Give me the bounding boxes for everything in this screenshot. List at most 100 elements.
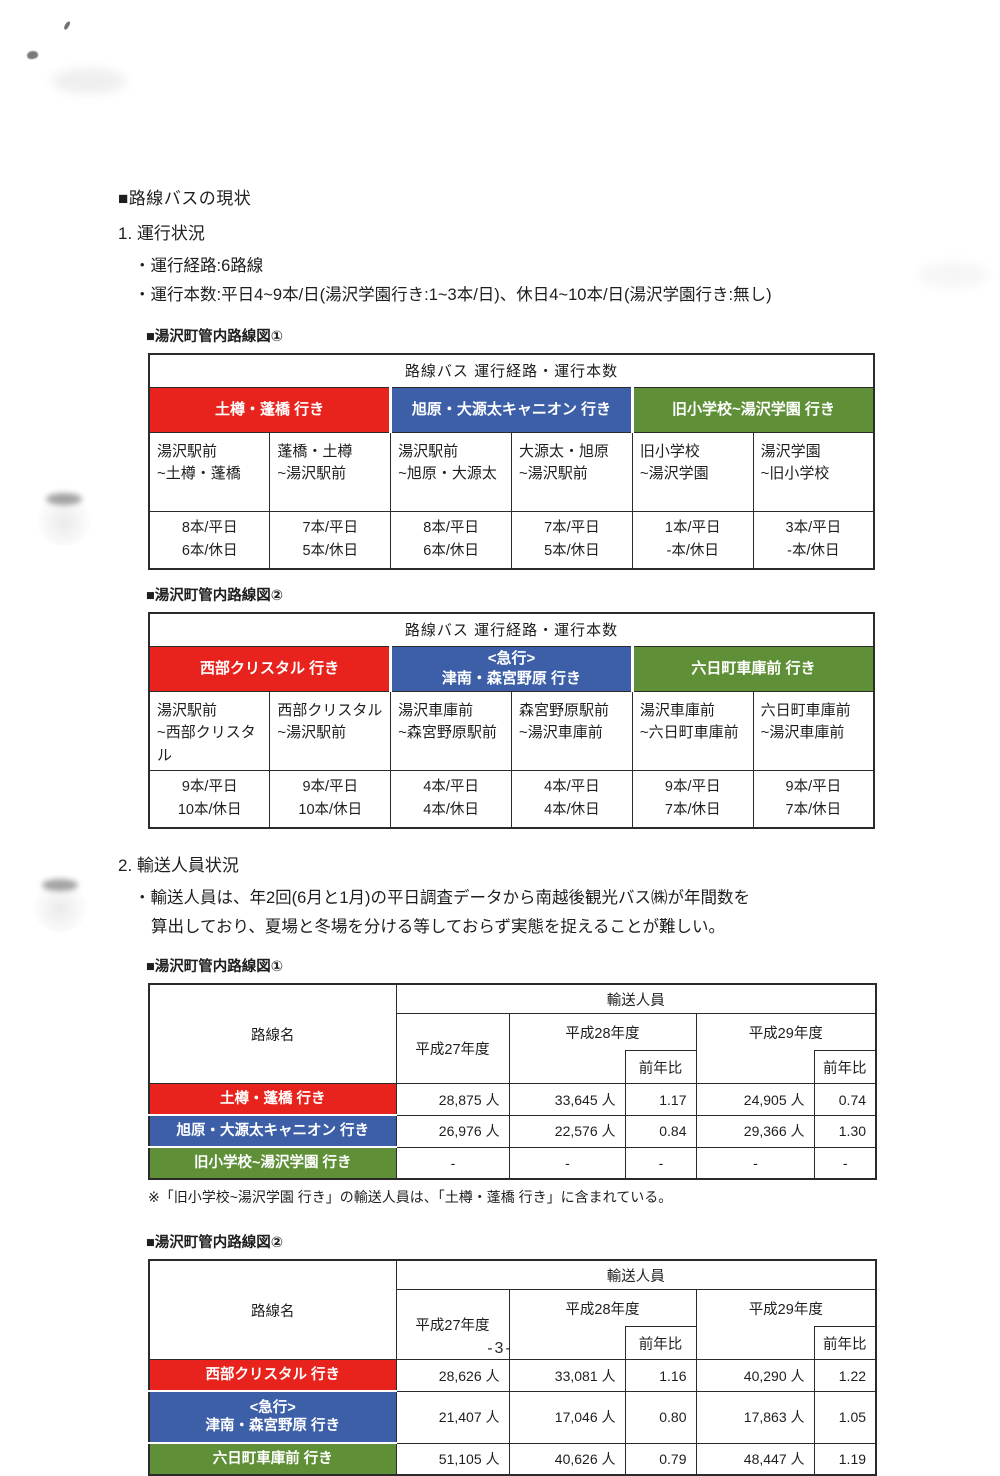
yoy-ratio-cell: - xyxy=(624,1146,697,1180)
spacer-cell xyxy=(508,1326,626,1361)
table-title-row: 路線バス 運行経路・運行本数 xyxy=(148,353,875,388)
route-frequency-table-2: 路線バス 運行経路・運行本数 西部クリスタル 行き <急行> 津南・森宮野原 行… xyxy=(148,611,875,829)
table-row: 旭原・大源太キャニオン 行き 26,976 人 22,576 人 0.84 29… xyxy=(148,1114,877,1149)
map2-label: ■湯沢町管内路線図② xyxy=(146,1235,284,1252)
passenger-count-cell: 17,863 人 xyxy=(695,1390,815,1444)
page-title: ■路線バスの現状 xyxy=(118,189,252,208)
yoy-header: 前年比 xyxy=(624,1050,697,1085)
passenger-count-cell: - xyxy=(508,1146,626,1180)
holiday-frequency: 7本/休日 xyxy=(785,801,842,818)
bullet-service-frequency: ・運行本数:平日4~9本/日(湯沢学園行き:1~3本/日)、休日4~10本/日(… xyxy=(134,286,772,305)
route-destination: ~土樽・蓬橋 xyxy=(157,465,241,483)
holiday-frequency: 10本/休日 xyxy=(298,801,363,818)
scan-smudge xyxy=(52,68,126,94)
route-origin: 湯沢駅前 xyxy=(398,442,459,460)
route-group-blue: 旭原・大源太キャニオン 行き xyxy=(389,386,633,433)
fy27-header: 平成27年度 xyxy=(395,1289,510,1361)
route-group-red: 土樽・蓬橋 行き xyxy=(148,386,392,433)
passenger-count-cell: 48,447 人 xyxy=(695,1442,815,1476)
route-destination: ~湯沢学園 xyxy=(639,465,709,483)
frequency-row: 8本/平日 6本/休日 7本/平日 5本/休日 8本/平日 6本/休日 7本/平日 5本… xyxy=(148,510,875,570)
route-group-row: 土樽・蓬橋 行き 旭原・大源太キャニオン 行き 旧小学校~湯沢学園 行き xyxy=(148,386,875,433)
passenger-count-cell: 17,046 人 xyxy=(508,1390,626,1444)
frequency-cell: 9本/平日 10本/休日 xyxy=(269,769,392,829)
frequency-row: 9本/平日 10本/休日 9本/平日 10本/休日 4本/平日 4本/休日 4本/平日… xyxy=(148,769,875,829)
passenger-count-cell: 33,081 人 xyxy=(508,1359,626,1392)
table-footnote: ※「旧小学校~湯沢学園 行き」の輸送人員は、「土樽・蓬橋 行き」に含まれている。 xyxy=(148,1189,673,1206)
route-name-cell: <急行> 津南・森宮野原 行き xyxy=(148,1390,397,1445)
route-cell: 湯沢駅前 ~土樽・蓬橋 xyxy=(148,431,271,512)
weekday-frequency: 9本/平日 xyxy=(302,779,359,796)
frequency-cell: 8本/平日 6本/休日 xyxy=(390,510,512,570)
bullet-route-count: ・運行経路:6路線 xyxy=(134,257,264,275)
route-name-cell: 土樽・蓬橋 行き xyxy=(148,1083,397,1117)
map2-label: ■湯沢町管内路線図② xyxy=(146,587,284,604)
fy29-header: 平成29年度 xyxy=(695,1289,877,1327)
spacer-cell xyxy=(695,1326,815,1361)
document-page: ■路線バスの現状 1. 運行状況 ・運行経路:6路線 ・運行本数:平日4~9本/… xyxy=(118,184,888,1476)
route-origin: 湯沢車庫前 xyxy=(398,701,474,719)
route-destination: ~湯沢駅前 xyxy=(277,724,347,742)
passenger-count-cell: 33,645 人 xyxy=(508,1083,626,1116)
route-name: 旭原・大源太キャニオン 行き xyxy=(176,1123,370,1140)
route-cell: 大源太・旭原 ~湯沢駅前 xyxy=(510,431,633,512)
table-row: <急行> 津南・森宮野原 行き 21,407 人 17,046 人 0.80 17… xyxy=(148,1390,877,1445)
route-name: 津南・森宮野原 行き xyxy=(205,1418,341,1435)
route-origin: 森宮野原駅前 xyxy=(518,701,609,719)
route-destination: ~湯沢車庫前 xyxy=(760,724,845,742)
holiday-frequency: 5本/休日 xyxy=(302,542,359,559)
passenger-count-cell: - xyxy=(695,1146,815,1180)
table-title-row: 路線バス 運行経路・運行本数 xyxy=(148,612,875,647)
route-origin: 湯沢駅前 xyxy=(157,701,218,719)
table-row: 西部クリスタル 行き 28,626 人 33,081 人 1.16 40,290… xyxy=(148,1359,877,1393)
passenger-count-cell: 28,875 人 xyxy=(395,1083,510,1116)
spacer-cell xyxy=(508,1050,626,1085)
holiday-frequency: 4本/休日 xyxy=(423,801,479,818)
route-cell: 六日町車庫前 ~湯沢車庫前 xyxy=(752,690,875,771)
yoy-ratio-cell: 0.79 xyxy=(624,1442,697,1476)
route-origin: 大源太・旭原 xyxy=(518,442,609,460)
route-destination: ~旭原・大源太 xyxy=(398,465,497,483)
route-cell: 旧小学校 ~湯沢学園 xyxy=(631,431,754,512)
holiday-frequency: -本/休日 xyxy=(787,542,840,559)
route-name: 旧小学校~湯沢学園 行き xyxy=(194,1155,352,1172)
holiday-frequency: 6本/休日 xyxy=(423,542,479,559)
fy27-header: 平成27年度 xyxy=(395,1013,510,1085)
yoy-ratio-cell: 1.30 xyxy=(813,1114,877,1148)
ink-speck xyxy=(26,49,39,61)
frequency-cell: 9本/平日 10本/休日 xyxy=(148,769,271,829)
route-cell: 湯沢車庫前 ~森宮野原駅前 xyxy=(390,690,512,771)
frequency-cell: 9本/平日 7本/休日 xyxy=(752,769,875,829)
yoy-ratio-cell: 1.05 xyxy=(813,1390,877,1444)
route-destination: ~森宮野原駅前 xyxy=(398,724,497,742)
route-origin: 六日町車庫前 xyxy=(760,701,851,719)
frequency-cell: 9本/平日 7本/休日 xyxy=(631,769,754,829)
paragraph-line: ・輸送人員は、年2回(6月と1月)の平日調査データから南越後観光バス㈱が年間数を xyxy=(134,888,751,907)
weekday-frequency: 8本/平日 xyxy=(423,520,479,537)
frequency-cell: 3本/平日 -本/休日 xyxy=(752,510,875,570)
yoy-header: 前年比 xyxy=(813,1050,877,1085)
table-row: 旧小学校~湯沢学園 行き - - - - - xyxy=(148,1146,877,1180)
route-cell: 西部クリスタル ~湯沢駅前 xyxy=(269,690,392,771)
map1-label: ■湯沢町管内路線図① xyxy=(146,328,284,345)
route-origin: 湯沢車庫前 xyxy=(639,701,715,719)
passenger-count-cell: 26,976 人 xyxy=(395,1114,510,1148)
yoy-ratio-cell: 1.22 xyxy=(813,1359,877,1392)
table-title: 路線バス 運行経路・運行本数 xyxy=(148,612,875,647)
route-name: 西部クリスタル 行き xyxy=(205,1367,341,1384)
yoy-ratio-cell: 0.84 xyxy=(624,1114,697,1148)
frequency-cell: 7本/平日 5本/休日 xyxy=(510,510,633,570)
passenger-count-cell: 24,905 人 xyxy=(695,1083,815,1116)
spacer-cell xyxy=(695,1050,815,1085)
route-name: 土樽・蓬橋 行き xyxy=(219,1091,326,1108)
route-group-green: 六日町車庫前 行き xyxy=(630,645,875,692)
route-row: 湯沢駅前 ~西部クリスタル 西部クリスタル ~湯沢駅前 湯沢車庫前 ~森宮野原駅前 森… xyxy=(148,690,875,771)
yoy-ratio-cell: 1.17 xyxy=(624,1083,697,1116)
map1-label: ■湯沢町管内路線図① xyxy=(146,959,284,976)
route-name-cell: 旧小学校~湯沢学園 行き xyxy=(148,1146,397,1180)
route-name-cell: 六日町車庫前 行き xyxy=(148,1442,397,1476)
scan-smudge xyxy=(918,262,988,288)
route-destination: ~湯沢車庫前 xyxy=(518,724,603,742)
route-frequency-table-1: 路線バス 運行経路・運行本数 土樽・蓬橋 行き 旭原・大源太キャニオン 行き 旧… xyxy=(148,352,875,570)
holiday-frequency: -本/休日 xyxy=(666,542,719,559)
